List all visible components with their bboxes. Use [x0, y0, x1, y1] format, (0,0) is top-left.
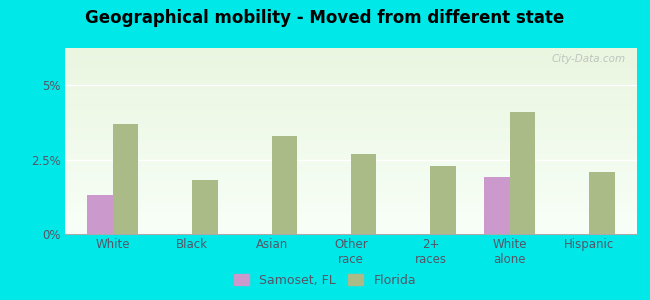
Bar	[112, 124, 138, 234]
Bar	[590, 172, 615, 234]
Bar	[192, 180, 218, 234]
Bar	[87, 195, 112, 234]
Legend: Samoset, FL, Florida: Samoset, FL, Florida	[230, 270, 420, 291]
Text: Geographical mobility - Moved from different state: Geographical mobility - Moved from diffe…	[85, 9, 565, 27]
Bar	[484, 178, 510, 234]
Bar	[510, 112, 536, 234]
Bar	[430, 166, 456, 234]
Text: City-Data.com: City-Data.com	[551, 54, 625, 64]
Bar	[351, 154, 376, 234]
Bar	[272, 136, 297, 234]
